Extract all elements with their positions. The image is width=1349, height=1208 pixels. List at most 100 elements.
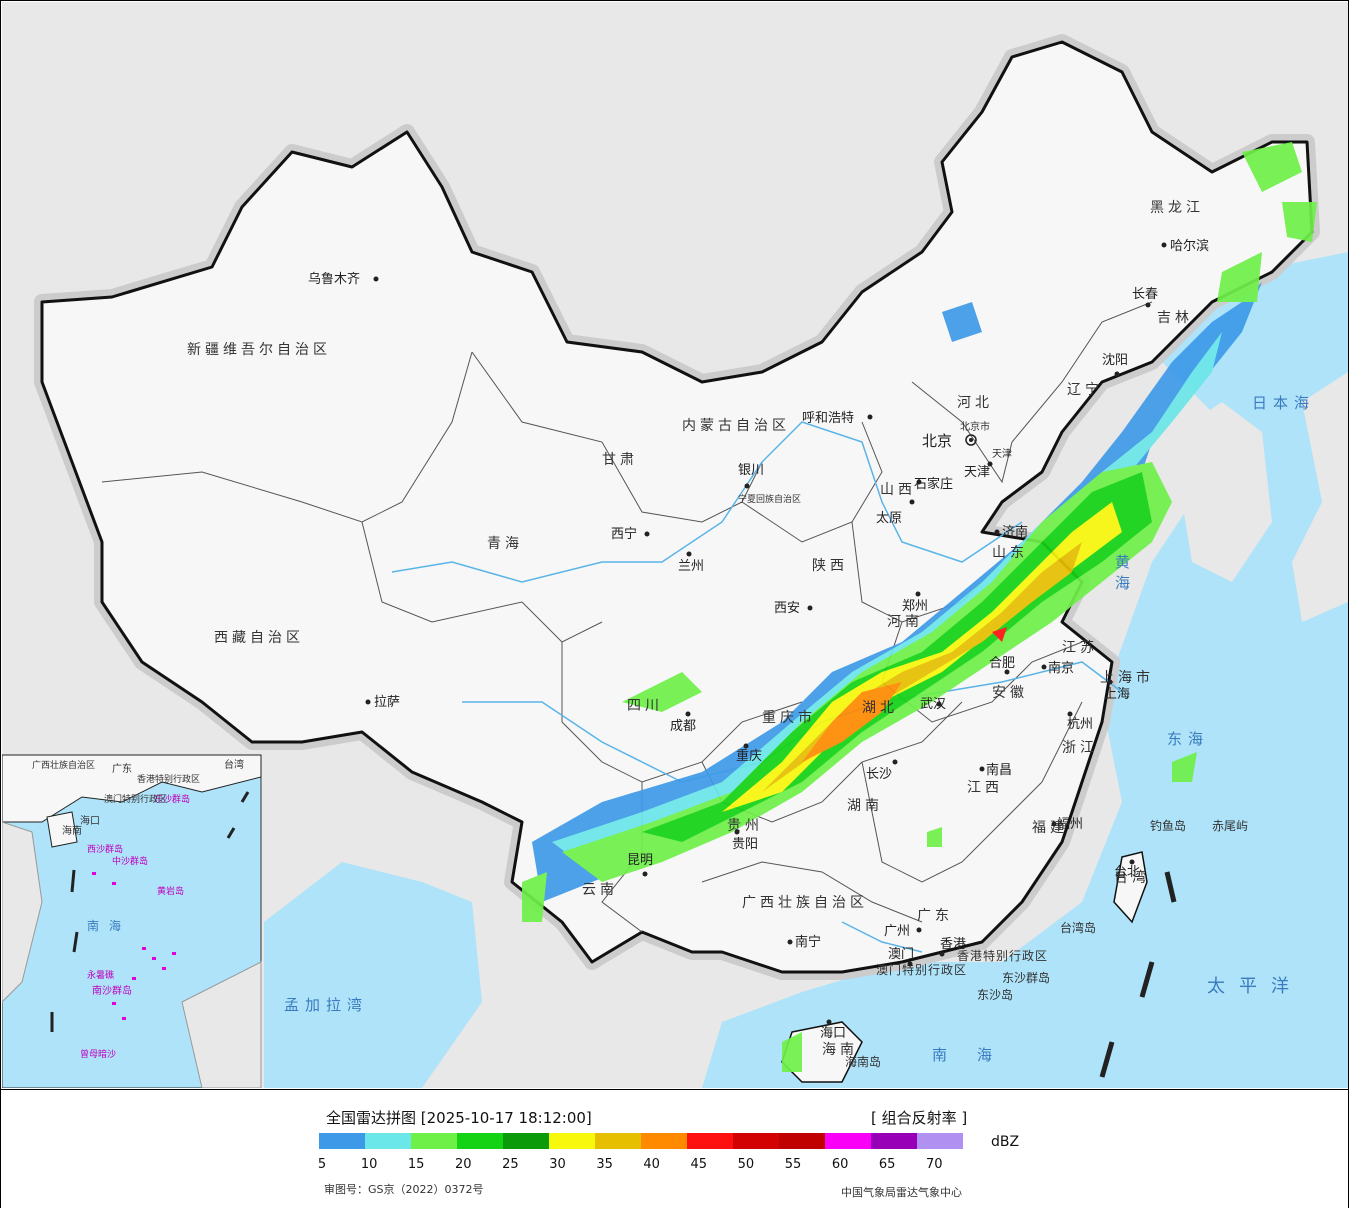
label-tianjin-shi: 天津 [992, 448, 1012, 460]
svg-text:东沙群岛: 东沙群岛 [154, 793, 190, 805]
scale-tick-label: 45 [690, 1157, 708, 1172]
city-yinchuan: 银川 [738, 463, 764, 478]
scale-swatch [917, 1133, 963, 1149]
city-zhengzhou: 郑州 [902, 599, 928, 614]
island-dongsha-group: 东沙群岛 [1002, 970, 1050, 985]
label-hongkong: 香港特别行政区 [957, 948, 1048, 963]
label-guizhou: 贵州 [727, 818, 763, 834]
svg-text:曾母暗沙: 曾母暗沙 [80, 1048, 116, 1060]
island-taiwan: 台湾岛 [1060, 920, 1096, 935]
svg-text:永暑礁: 永暑礁 [87, 969, 114, 981]
city-macau: 澳门 [888, 946, 914, 962]
city-kunming: 昆明 [627, 853, 653, 868]
scale-tick-label: 65 [878, 1157, 896, 1172]
label-beijing-shi: 北京市 [960, 420, 990, 433]
label-anhui: 安徽 [992, 685, 1028, 701]
label-jilin: 吉林 [1157, 310, 1193, 326]
sea-pacific: 太平洋 [1207, 976, 1303, 997]
city-chongqing: 重庆 [736, 748, 762, 764]
label-macau: 澳门特别行政区 [876, 962, 967, 977]
label-zhejiang: 浙江 [1062, 740, 1098, 756]
city-shanghai: 上海 [1104, 687, 1130, 702]
south-sea-inset: 海口 南海 西沙群岛 中沙群岛 黄岩岛 南沙群岛 永暑礁 曾母暗沙 东沙群岛 广… [2, 754, 262, 1088]
svg-text:澳门特别行政区: 澳门特别行政区 [104, 793, 167, 805]
svg-text:中沙群岛: 中沙群岛 [112, 855, 148, 867]
label-shandong: 山东 [992, 545, 1028, 561]
city-labels: 乌鲁木齐 拉萨 西宁 兰州 银川 呼和浩特 西安 成都 重庆 贵阳 昆明 南宁 … [308, 238, 1209, 1041]
city-xian: 西安 [774, 601, 800, 616]
svg-text:香港特别行政区: 香港特别行政区 [137, 773, 200, 785]
japan-land [1292, 372, 1348, 622]
city-hohhot: 呼和浩特 [802, 411, 854, 426]
city-hefei: 合肥 [989, 656, 1015, 671]
city-lhasa: 拉萨 [374, 695, 400, 710]
label-taiwan: 台湾 [1114, 869, 1150, 886]
scale-swatch [779, 1133, 825, 1149]
island-chiwei: 赤尾屿 [1212, 819, 1248, 833]
city-xining: 西宁 [611, 526, 637, 542]
svg-text:广西壮族自治区: 广西壮族自治区 [32, 759, 95, 771]
scale-swatch [365, 1133, 411, 1149]
organization: 中国气象局雷达气象中心 [841, 1186, 962, 1199]
label-jiangxi: 江西 [967, 780, 1003, 796]
label-guangxi: 广西壮族自治区 [742, 895, 868, 911]
label-hebei: 河北 [957, 395, 993, 411]
scale-tick-label: 15 [407, 1157, 425, 1172]
label-hunan: 湖南 [847, 798, 883, 814]
bay-of-bengal [264, 862, 482, 1088]
scale-swatch [687, 1133, 733, 1149]
label-shanxi: 山西 [880, 482, 916, 498]
province-boundaries [101, 301, 1153, 933]
svg-text:南海: 南海 [87, 918, 131, 933]
approval-number: 审图号：GS京（2022）0372号 [324, 1183, 484, 1196]
unit-label: dBZ [991, 1134, 1020, 1150]
city-haikou: 海口 [820, 1026, 846, 1041]
province-labels: 新疆维吾尔自治区 西藏自治区 青海 甘肃 四川 云南 内蒙古自治区 黑龙江 吉林… [187, 200, 1200, 1058]
scale-tick-label: 35 [596, 1157, 613, 1172]
taiwan-island [1113, 851, 1148, 924]
city-guangzhou: 广州 [884, 924, 910, 939]
scale-tick-label: 40 [643, 1157, 660, 1172]
scale-tick-label: 50 [737, 1157, 755, 1172]
color-scale [319, 1133, 963, 1149]
label-hainan: 海南 [822, 1042, 858, 1058]
label-chongqing: 重庆市 [762, 709, 816, 726]
label-gansu: 甘肃 [602, 452, 638, 468]
scale-tick-label: 5 [317, 1157, 327, 1172]
city-taiyuan: 太原 [876, 511, 902, 526]
legend-panel: 全国雷达拼图 [2025-10-17 18:12:00] [ 组合反射率 ] d… [1, 1089, 1348, 1208]
label-xizang: 西藏自治区 [214, 630, 304, 646]
island-diaoyu: 钓鱼岛 [1150, 818, 1186, 833]
city-shenyang: 沈阳 [1102, 353, 1128, 368]
svg-text:南沙群岛: 南沙群岛 [92, 984, 132, 997]
label-yunnan: 云南 [582, 882, 618, 898]
city-urumqi: 乌鲁木齐 [308, 271, 360, 287]
scale-tick-label: 60 [831, 1157, 849, 1172]
city-hongkong: 香港 [940, 937, 966, 952]
label-xinjiang: 新疆维吾尔自治区 [187, 342, 331, 358]
dash-line [1099, 871, 1177, 1078]
city-chengdu: 成都 [670, 719, 696, 734]
sea-area [702, 252, 1348, 1088]
scale-swatch [411, 1133, 457, 1149]
label-sichuan: 四川 [627, 698, 663, 714]
svg-text:海南: 海南 [62, 824, 82, 837]
city-taipei: 台北 [1114, 865, 1140, 880]
scale-tick-label: 30 [549, 1157, 566, 1172]
scale-swatch [595, 1133, 641, 1149]
sea-yellow: 黄海 [1113, 554, 1131, 596]
legend-title: 全国雷达拼图 [2025-10-17 18:12:00] [326, 1109, 592, 1127]
city-fuzhou: 福州 [1057, 817, 1083, 832]
scale-swatch [825, 1133, 871, 1149]
scale-swatch [503, 1133, 549, 1149]
sea-japan: 日本海 [1252, 394, 1315, 412]
scale-swatch [457, 1133, 503, 1149]
city-wuhan: 武汉 [920, 697, 946, 712]
scale-tick-label: 10 [360, 1157, 378, 1172]
island-hainan: 海南岛 [845, 1054, 881, 1069]
city-markers [365, 242, 1167, 1025]
label-henan: 河南 [887, 614, 923, 630]
label-jiangsu: 江苏 [1062, 640, 1098, 656]
city-guiyang: 贵阳 [732, 837, 758, 852]
label-hubei: 湖北 [862, 700, 898, 716]
